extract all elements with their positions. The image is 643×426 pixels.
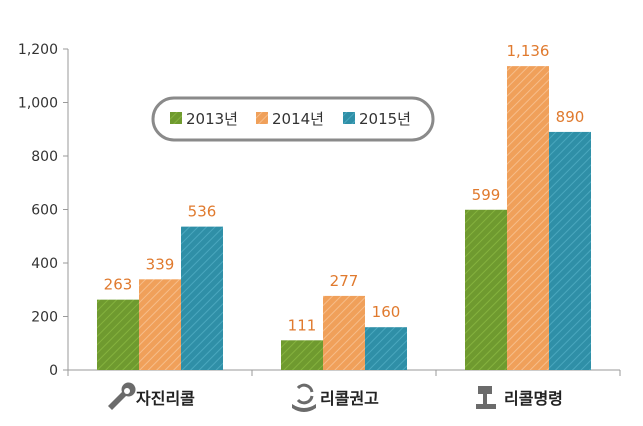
category-2: 리콜명령 <box>476 386 563 409</box>
category-label: 자진리콜 <box>136 389 195 408</box>
y-tick-label: 1,000 <box>18 96 58 112</box>
y-tick-label: 800 <box>31 149 58 165</box>
gavel-icon <box>476 386 496 409</box>
bar-1-1 <box>323 295 365 370</box>
y-tick-label: 400 <box>31 256 58 272</box>
bar-2-1 <box>365 327 407 370</box>
legend-label: 2013년 <box>186 110 238 128</box>
legend-label: 2015년 <box>359 110 411 128</box>
bar-0-1 <box>281 340 323 370</box>
data-label: 160 <box>372 303 401 321</box>
x-axis <box>67 369 621 376</box>
bar-2-2 <box>549 131 591 370</box>
bars-group <box>97 66 591 371</box>
bar-2-0 <box>181 226 223 370</box>
legend-box <box>151 96 435 142</box>
data-label: 339 <box>146 255 175 273</box>
legend-swatch <box>170 112 182 124</box>
data-labels-group: 263 339 536 111 277 160 599 1,136 890 <box>104 42 585 334</box>
y-tick-label: 1,200 <box>18 42 58 58</box>
data-label: 277 <box>330 272 359 290</box>
legend-swatch <box>343 112 355 124</box>
category-label: 리콜명령 <box>504 389 563 408</box>
y-tick-label: 0 <box>49 363 58 379</box>
data-label: 111 <box>288 316 317 334</box>
data-label: 536 <box>188 203 217 221</box>
category-label: 리콜권고 <box>320 389 379 408</box>
bar-1-2 <box>507 66 549 371</box>
category-0: 자진리콜 <box>108 382 195 410</box>
y-tick-label: 600 <box>31 203 58 219</box>
y-axis: 0 200 400 600 800 1,000 1,200 <box>18 42 69 379</box>
data-label: 263 <box>104 276 133 294</box>
bar-0-2 <box>465 209 507 370</box>
y-tick-label: 200 <box>31 310 58 326</box>
legend: 2013년 2014년 2015년 <box>151 96 435 142</box>
bar-0-0 <box>97 299 139 370</box>
data-label: 599 <box>472 186 501 204</box>
category-1: 리콜권고 <box>292 383 379 412</box>
wrench-icon <box>108 382 136 410</box>
recycle-hand-icon <box>292 383 316 412</box>
data-label: 1,136 <box>507 42 550 60</box>
category-labels-group: 자진리콜 리콜권고 리콜명령 <box>108 382 563 412</box>
data-label: 890 <box>556 108 585 126</box>
bar-1-0 <box>139 279 181 370</box>
legend-swatch <box>256 112 268 124</box>
legend-label: 2014년 <box>272 110 324 128</box>
